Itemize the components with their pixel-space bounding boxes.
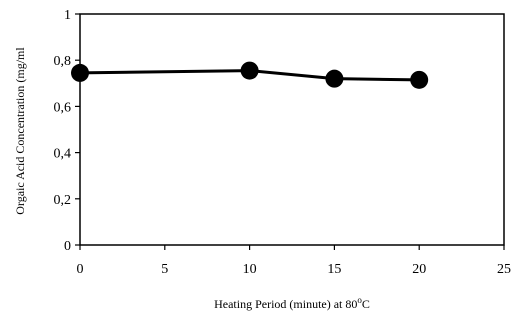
y-tick-label: 0,8 — [54, 54, 72, 69]
series-line — [79, 69, 420, 82]
x-tick-label: 0 — [77, 262, 84, 277]
y-tick-label: 0,6 — [54, 100, 72, 115]
data-point — [410, 70, 429, 89]
data-point — [71, 63, 89, 82]
x-axis-title-degree: o — [357, 295, 362, 305]
x-axis-title-unit: C — [362, 297, 370, 311]
x-tick-label: 15 — [327, 262, 341, 277]
series-group — [71, 61, 429, 89]
x-tick-label: 25 — [497, 262, 511, 277]
data-point — [240, 61, 259, 80]
y-tick-label: 0,2 — [54, 193, 72, 208]
x-axis-ticks: 0 5 10 15 20 25 — [77, 245, 511, 277]
y-axis-ticks: 0 0,2 0,4 0,6 0,8 1 — [54, 8, 80, 254]
x-axis-title-text: Heating Period (minute) at 80 — [214, 297, 357, 311]
plot-area — [79, 13, 505, 246]
x-tick-label: 10 — [243, 262, 257, 277]
y-tick-label: 1 — [64, 8, 71, 23]
data-point — [325, 69, 344, 88]
y-axis-title: Orgaic Acid Concentration (mg/ml — [13, 47, 27, 215]
x-axis-title: Heating Period (minute) at 80oC — [214, 295, 370, 311]
y-tick-label: 0 — [64, 239, 71, 254]
x-tick-label: 20 — [412, 262, 426, 277]
x-tick-label: 5 — [161, 262, 168, 277]
y-tick-label: 0,4 — [54, 147, 72, 162]
